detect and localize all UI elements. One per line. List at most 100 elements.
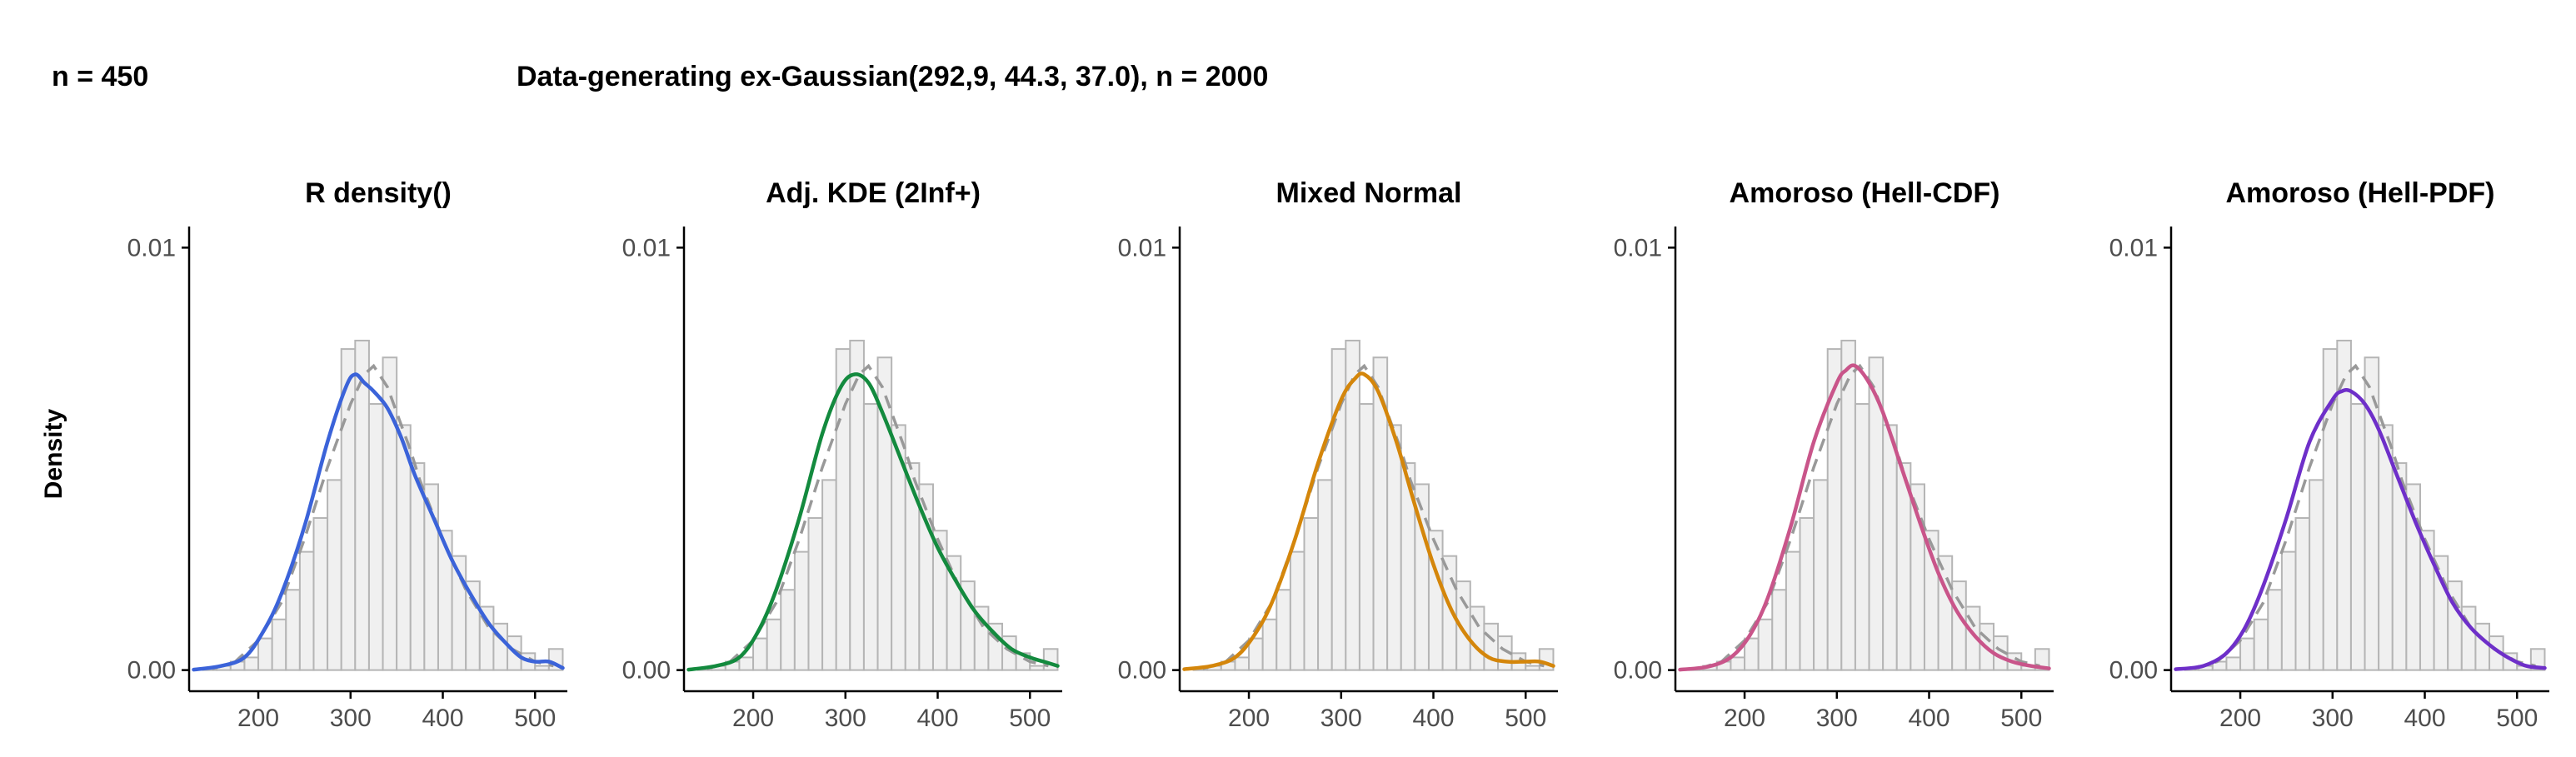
histogram-bar (807, 517, 824, 671)
x-tick-label: 300 (825, 705, 866, 732)
histogram-bar (904, 462, 921, 671)
histogram-bar (271, 618, 287, 671)
y-tick-label: 0.01 (622, 234, 671, 261)
histogram-bar (1234, 656, 1251, 671)
histogram-bar (793, 550, 810, 671)
histogram-bar (1882, 424, 1898, 671)
y-tick-label: 0.00 (622, 657, 671, 685)
histogram-bar (2309, 479, 2324, 671)
panel-4: Amoroso (Hell-CDF) 200 300 400 500 0.00 0.01 (1614, 177, 2054, 732)
histogram-bar (257, 637, 273, 671)
histogram-bar (2253, 618, 2269, 671)
x-tick-label: 400 (422, 705, 463, 732)
histogram-bar (1289, 550, 1305, 671)
histogram-bar (1317, 479, 1333, 671)
histogram-bar (285, 589, 301, 671)
y-tick-label: 0.00 (1118, 657, 1166, 685)
fitted-density-curve (2174, 387, 2547, 671)
y-tick-label: 0.00 (2109, 657, 2158, 685)
y-axis-label: Density (40, 409, 67, 500)
panel-5: Amoroso (Hell-PDF) 200 300 400 500 0.00 0.01 (2109, 177, 2549, 732)
histogram-bar (1854, 403, 1870, 671)
x-tick-label: 300 (330, 705, 372, 732)
histogram-bar (327, 479, 342, 671)
histogram-bar (312, 517, 329, 671)
histogram-bar (1483, 622, 1500, 671)
histogram-bar (780, 589, 796, 671)
x-tick-label: 300 (2312, 705, 2354, 732)
true-density-curve (212, 363, 554, 670)
histogram-bar (752, 637, 768, 671)
histogram-bar (2474, 622, 2491, 671)
y-tick-label: 0.00 (1614, 657, 1662, 685)
x-tick-label: 500 (1505, 705, 1546, 732)
true-density-curve (2194, 363, 2536, 670)
histogram-bar (2280, 550, 2297, 671)
x-tick-label: 400 (2404, 705, 2445, 732)
x-tick-label: 400 (916, 705, 958, 732)
histogram-bar (1813, 479, 1829, 671)
histogram-bar (1525, 665, 1540, 671)
x-tick-label: 300 (1320, 705, 1362, 732)
true-density-curve (706, 363, 1049, 670)
histogram-bar (821, 479, 837, 671)
histogram-bar (243, 656, 260, 671)
histogram-bar (738, 656, 755, 671)
histogram-bar (2225, 656, 2242, 671)
x-tick-label: 200 (2219, 705, 2261, 732)
x-tick-label: 500 (2000, 705, 2042, 732)
histogram-bar (298, 550, 315, 671)
panel-title: Mixed Normal (1276, 177, 1462, 209)
x-tick-label: 400 (1412, 705, 1454, 732)
histogram-bar (534, 665, 550, 671)
x-tick-label: 500 (1009, 705, 1051, 732)
figure-header: Data-generating ex-Gaussian(292,9, 44.3,… (517, 61, 1268, 92)
x-tick-label: 200 (1724, 705, 1765, 732)
y-tick-label: 0.01 (127, 234, 176, 261)
sample-size-label: n = 450 (52, 61, 148, 92)
histogram-bar (835, 348, 851, 671)
histogram-bar (1757, 618, 1774, 671)
panel-title: Amoroso (Hell-CDF) (1730, 177, 2000, 209)
y-tick-label: 0.01 (1118, 234, 1166, 261)
histogram-bar (2267, 589, 2283, 671)
y-tick-label: 0.01 (2109, 234, 2158, 261)
x-tick-label: 500 (514, 705, 556, 732)
histogram-bar (1386, 424, 1402, 671)
panel-title: Adj. KDE (2Inf+) (766, 177, 981, 209)
fitted-density-curve (686, 372, 1060, 672)
histogram-bar (1276, 589, 1291, 671)
histogram-bar (1303, 517, 1320, 671)
x-tick-label: 300 (1816, 705, 1858, 732)
panel-2: Adj. KDE (2Inf+) 200 300 400 500 0.00 0.01 (622, 177, 1062, 732)
histogram-bar (946, 555, 962, 671)
panel-3: Mixed Normal 200 300 400 500 0.00 0.01 (1118, 177, 1558, 732)
histogram-bar (1730, 656, 1746, 671)
histogram-bar (1785, 550, 1801, 671)
histogram-bar (367, 403, 384, 671)
fitted-density-curve (192, 372, 565, 672)
histogram-bar (2239, 637, 2255, 671)
panel-1: R density() 200 300 400 500 0.00 0.01 (127, 177, 567, 732)
histogram-bar (1951, 580, 1967, 671)
panel-title: R density() (305, 177, 452, 209)
x-tick-label: 400 (1908, 705, 1949, 732)
y-tick-label: 0.00 (127, 657, 176, 685)
histogram-bar (1799, 517, 1815, 671)
histogram-bar (2349, 403, 2366, 671)
histogram-bar (2294, 517, 2311, 671)
x-tick-label: 200 (1228, 705, 1270, 732)
y-tick-label: 0.01 (1614, 234, 1662, 261)
x-tick-label: 200 (732, 705, 774, 732)
histogram-bar (766, 618, 782, 671)
panel-title: Amoroso (Hell-PDF) (2226, 177, 2495, 209)
histogram-bar (1261, 618, 1278, 671)
histogram-bar (1358, 403, 1375, 671)
x-tick-label: 500 (2496, 705, 2538, 732)
fitted-density-curve (1678, 363, 2051, 672)
histogram-bar (1771, 589, 1787, 671)
histogram-bar (1029, 665, 1045, 671)
histogram-bar (862, 403, 879, 671)
